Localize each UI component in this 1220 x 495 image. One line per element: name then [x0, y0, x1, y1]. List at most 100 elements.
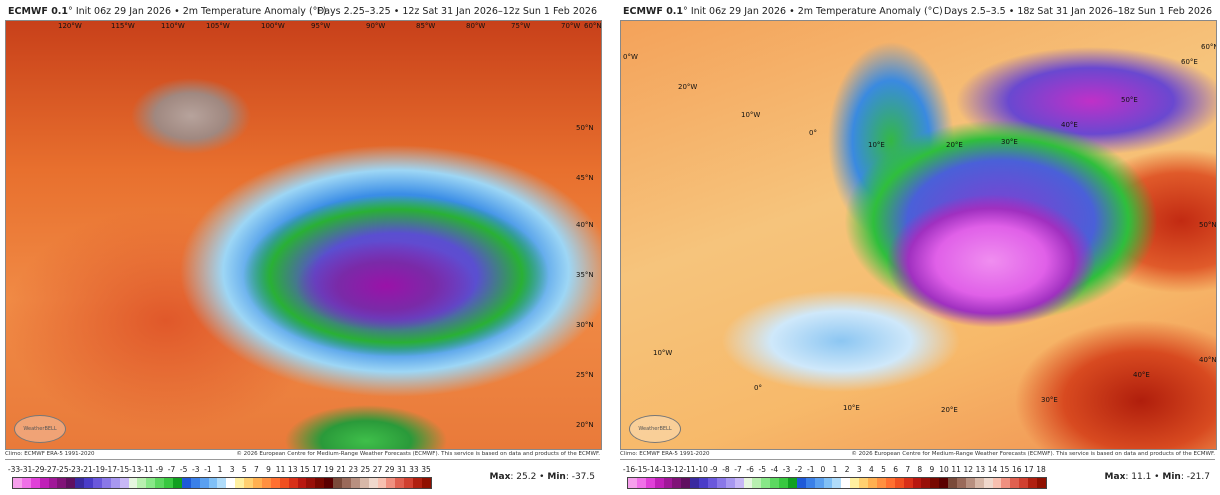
colorbar-tick: -12 — [671, 465, 684, 474]
latitude-label: 30°N — [576, 321, 594, 329]
colorbar-swatch — [770, 478, 780, 488]
colorbar-tick: 1 — [217, 465, 223, 474]
colorbar-tick: 19 — [324, 465, 334, 474]
latitude-label: 60°N — [584, 22, 602, 30]
max-value: : 11.1 • — [1125, 472, 1163, 482]
longitude-label: 20°W — [678, 83, 698, 91]
colorbar-tick: 9 — [929, 465, 935, 474]
latitude-label: 35°N — [576, 271, 594, 279]
colorbar-tick: 6 — [893, 465, 898, 474]
colorbar-swatch — [992, 478, 1002, 488]
longitude-label: 0° — [754, 384, 762, 392]
colorbar-swatch — [716, 478, 726, 488]
colorbar — [12, 477, 432, 489]
header: ECMWF 0.1° Init 06z 29 Jan 2026 • 2m Tem… — [623, 6, 1212, 17]
latitude-label: 40°N — [576, 221, 594, 229]
valid-period: Days 2.5–3.5 • 18z Sat 31 Jan 2026–18z S… — [944, 6, 1212, 17]
colorbar-swatch — [1001, 478, 1011, 488]
colorbar-tick: 11 — [275, 465, 286, 474]
colorbar-swatch — [930, 478, 940, 488]
colorbar-tick: 5 — [881, 465, 886, 474]
europe-map[interactable]: 0°W 20°W 10°W 0° 10°E 20°E 30°E 40°E 50°E 60°E 10°… — [620, 20, 1217, 450]
colorbar-tick: -16 — [622, 465, 636, 474]
colorbar-swatch — [217, 478, 227, 488]
colorbar-swatch — [1036, 478, 1046, 488]
colorbar-tick: -9 — [155, 465, 164, 474]
max-value: : 25.2 • — [510, 472, 548, 482]
colorbar-ticks: -33 -31 -29 -27 -25 -23 -21 -19 -17 -15 -13 -11 -9 -7… — [8, 465, 431, 475]
colorbar-swatch — [965, 478, 975, 488]
colorbar-swatch — [850, 478, 860, 488]
copyright: © 2026 European Centre for Medium-Range … — [851, 451, 1215, 457]
colorbar-swatch — [288, 478, 298, 488]
climo-note: Climo: ECMWF ERA-5 1991-2020 — [5, 451, 95, 457]
colorbar-tick: 29 — [384, 465, 395, 474]
colorbar-tick: 13 — [975, 465, 986, 474]
colorbar-swatch — [75, 478, 85, 488]
longitude-label: 30°E — [1041, 396, 1058, 404]
colorbar-swatch — [199, 478, 209, 488]
init-time: Init 06z 29 Jan 2026 — [75, 6, 172, 17]
longitude-label: 20°E — [941, 406, 958, 414]
colorbar-swatch — [297, 478, 307, 488]
colorbar-tick: -11 — [141, 465, 154, 474]
colorbar-tick: -15 — [116, 465, 130, 474]
colorbar-tick: 8 — [917, 465, 923, 474]
min-label: Min — [547, 472, 566, 482]
weatherbell-logo: WeatherBELL — [14, 415, 66, 443]
colorbar-tick: 31 — [396, 465, 407, 474]
colorbar-swatch — [110, 478, 120, 488]
longitude-label: 10°W — [741, 111, 761, 119]
colorbar-tick: -27 — [44, 465, 57, 474]
latitude-label: 50°N — [1199, 221, 1217, 229]
longitude-label: 115°W — [111, 22, 135, 30]
colorbar — [627, 477, 1047, 489]
colorbar-swatch — [84, 478, 94, 488]
colorbar-tick: -25 — [56, 465, 69, 474]
divider — [5, 459, 600, 460]
us-anomaly-panel: ECMWF 0.1° Init 06z 29 Jan 2026 • 2m Tem… — [0, 0, 605, 495]
longitude-label: 95°W — [311, 22, 331, 30]
colorbar-tick: -2 — [794, 465, 803, 474]
colorbar-swatch — [137, 478, 147, 488]
latitude-label: 20°N — [576, 421, 594, 429]
colorbar-tick: -23 — [68, 465, 81, 474]
colorbar-tick: 15 — [300, 465, 310, 474]
colorbar-swatch — [876, 478, 886, 488]
colorbar-tick: -1 — [807, 465, 815, 474]
header: ECMWF 0.1° Init 06z 29 Jan 2026 • 2m Tem… — [8, 6, 597, 17]
colorbar-tick: 7 — [905, 465, 911, 474]
colorbar-tick: -5 — [179, 465, 188, 474]
colorbar-swatch — [57, 478, 67, 488]
latitude-label: 40°N — [1199, 356, 1217, 364]
colorbar-tick: -17 — [104, 465, 118, 474]
colorbar-swatch — [146, 478, 156, 488]
colorbar-swatch — [48, 478, 58, 488]
colorbar-tick: -6 — [746, 465, 754, 474]
climo-note: Climo: ECMWF ERA-5 1991-2020 — [620, 451, 710, 457]
min-label: Min — [1162, 472, 1181, 482]
colorbar-swatch — [1019, 478, 1029, 488]
colorbar-swatch — [39, 478, 49, 488]
colorbar-swatch — [377, 478, 387, 488]
product-title: 2m Temperature Anomaly (°C) — [797, 6, 943, 17]
colorbar-tick: 12 — [963, 465, 974, 474]
latitude-label: 60°N — [1201, 43, 1217, 51]
colorbar-tick: 3 — [229, 465, 235, 474]
min-value: : -21.7 — [1180, 472, 1210, 482]
colorbar-tick: 11 — [951, 465, 961, 474]
longitude-label: 0° — [809, 129, 817, 137]
colorbar-tick: -13 — [659, 465, 672, 474]
latitude-label: 25°N — [576, 371, 594, 379]
colorbar-swatch — [761, 478, 771, 488]
colorbar-tick: 25 — [360, 465, 371, 474]
longitude-label: 80°W — [466, 22, 486, 30]
colorbar-swatch — [244, 478, 254, 488]
colorbar-tick: -13 — [129, 465, 142, 474]
colorbar-swatch — [903, 478, 913, 488]
colorbar-tick: -1 — [204, 465, 212, 474]
us-map[interactable]: 120°W 115°W 110°W 105°W 100°W 95°W 90°W 85°W 80°… — [5, 20, 602, 450]
colorbar-tick: 9 — [266, 465, 271, 474]
colorbar-swatch — [1028, 478, 1037, 488]
colorbar-swatch — [253, 478, 262, 488]
